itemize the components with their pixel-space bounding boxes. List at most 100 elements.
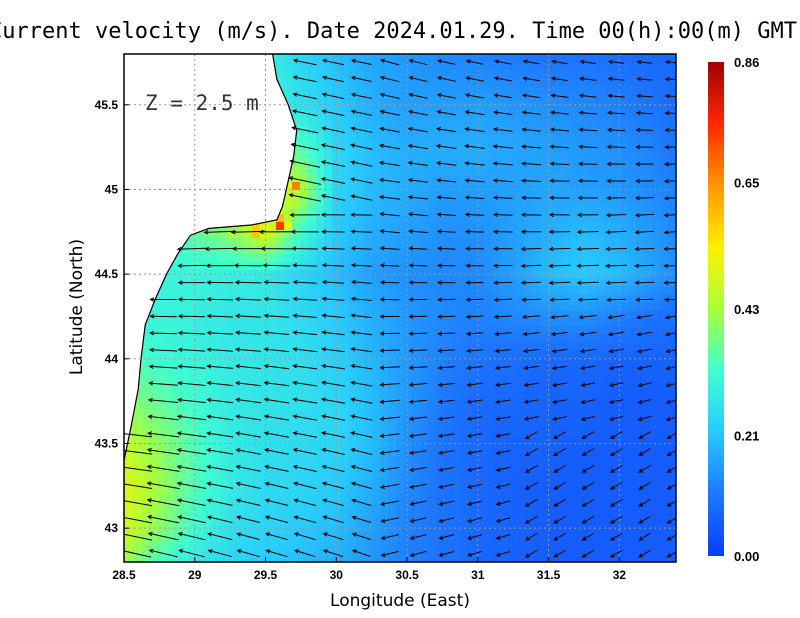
velocity-arrow [549,110,569,115]
velocity-arrow [176,464,207,472]
velocity-arrow [177,313,205,319]
velocity-arrow [292,330,318,336]
velocity-arrow [634,195,654,201]
y-tick-label: 44 [105,352,119,366]
velocity-arrow [379,433,400,438]
velocity-arrow [578,314,598,320]
velocity-arrow [263,380,290,387]
velocity-arrow [493,110,513,116]
velocity-arrow [379,416,400,421]
velocity-arrow [551,365,568,371]
velocity-arrow [293,532,316,541]
velocity-arrow [637,415,652,422]
velocity-arrow [607,93,625,99]
x-tick-label: 30 [330,568,344,582]
velocity-arrow [524,431,538,440]
velocity-arrow [635,297,654,302]
velocity-arrow [350,464,373,472]
velocity-arrow [176,481,207,489]
velocity-arrow [147,414,179,421]
velocity-arrow [177,364,206,369]
velocity-arrow [147,397,179,403]
velocity-arrow [635,127,654,133]
velocity-arrow [379,228,400,234]
velocity-arrow [578,161,598,167]
velocity-arrow [634,263,655,269]
velocity-arrow [520,195,542,200]
velocity-arrow [576,246,599,252]
velocity-arrow [321,464,345,473]
velocity-arrow [149,314,177,319]
velocity-arrow [437,433,455,438]
velocity-arrow [663,195,676,201]
velocity-arrow [437,365,455,370]
velocity-arrow [553,515,566,524]
velocity-arrow [609,448,623,456]
velocity-arrow [351,515,372,524]
velocity-arrow [553,448,567,456]
velocity-arrow [206,448,234,455]
velocity-arrow [408,297,428,302]
velocity-arrow [465,263,484,268]
velocity-arrow [176,498,207,507]
velocity-arrow [607,314,625,320]
velocity-arrow [605,280,627,286]
x-tick-label: 29 [188,568,202,582]
velocity-arrow [147,514,180,524]
x-tick-label: 29.5 [254,568,278,582]
velocity-arrow [289,212,320,218]
velocity-arrow [409,500,427,506]
velocity-arrow [436,212,456,217]
velocity-arrow [664,76,676,82]
velocity-arrow [664,93,676,99]
velocity-arrow [408,450,427,455]
velocity-arrow [605,246,627,252]
velocity-arrow [321,447,345,455]
velocity-arrow [577,178,598,184]
velocity-arrow [350,229,373,234]
velocity-arrow [492,144,514,149]
velocity-arrow [236,532,261,541]
velocity-arrow [606,144,626,150]
velocity-arrow [147,431,180,438]
velocity-arrow [495,500,511,506]
velocity-arrow [493,263,513,269]
velocity-arrow [550,331,569,337]
velocity-arrow [350,448,373,455]
velocity-arrow [263,397,290,404]
velocity-arrow [553,532,566,541]
velocity-arrow [581,465,595,473]
velocity-arrow [264,532,288,541]
velocity-arrow [466,483,483,489]
velocity-arrow [379,194,401,200]
velocity-arrow [493,297,513,303]
velocity-arrow [524,532,538,541]
velocity-arrow [522,331,540,337]
velocity-arrow [552,399,567,405]
velocity-arrow [494,348,512,354]
velocity-arrow [464,195,485,200]
velocity-arrow [235,515,261,524]
velocity-arrow [524,464,538,473]
velocity-arrow [177,515,206,524]
velocity-arrow [321,75,345,83]
velocity-arrow [548,263,571,269]
velocity-arrow [203,229,236,235]
velocity-arrow [638,532,651,541]
velocity-arrow [436,93,456,99]
velocity-arrow [350,313,373,319]
velocity-arrow [664,331,676,337]
velocity-arrow [292,296,317,302]
velocity-arrow [521,110,541,115]
velocity-arrow [292,279,317,285]
velocity-arrow [379,399,400,404]
velocity-arrow [579,331,597,337]
velocity-arrow [321,481,345,490]
velocity-arrow [409,517,427,523]
velocity-arrow [206,330,233,336]
velocity-arrow [264,464,289,472]
velocity-arrow [408,433,427,438]
velocity-arrow [522,59,540,65]
velocity-arrow [609,431,623,439]
velocity-arrow [465,280,484,285]
